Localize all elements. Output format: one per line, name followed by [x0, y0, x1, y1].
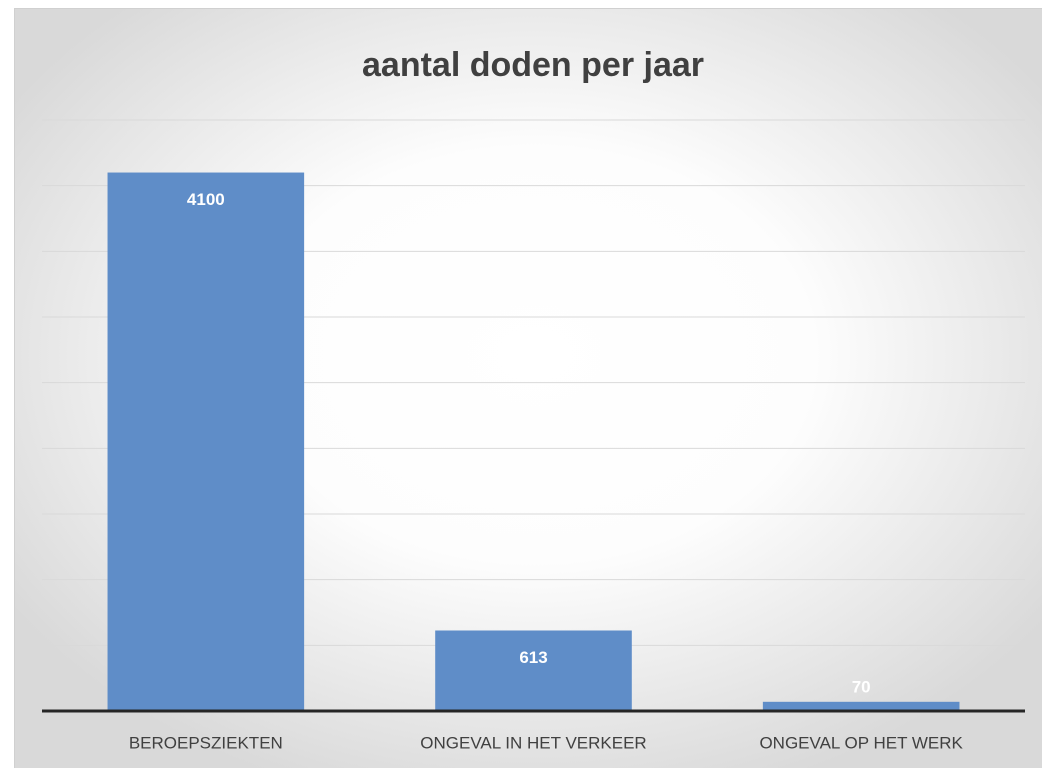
bar	[108, 173, 305, 711]
chart-title: aantal doden per jaar	[362, 46, 704, 84]
x-tick-label: BEROEPSZIEKTEN	[129, 733, 283, 752]
x-tick-label: ONGEVAL IN HET VERKEER	[420, 733, 646, 752]
x-tick-label: ONGEVAL OP HET WERK	[759, 733, 963, 752]
data-label: 70	[852, 677, 871, 696]
data-label: 4100	[187, 190, 225, 209]
bar	[435, 630, 632, 711]
data-label: 613	[519, 648, 547, 667]
